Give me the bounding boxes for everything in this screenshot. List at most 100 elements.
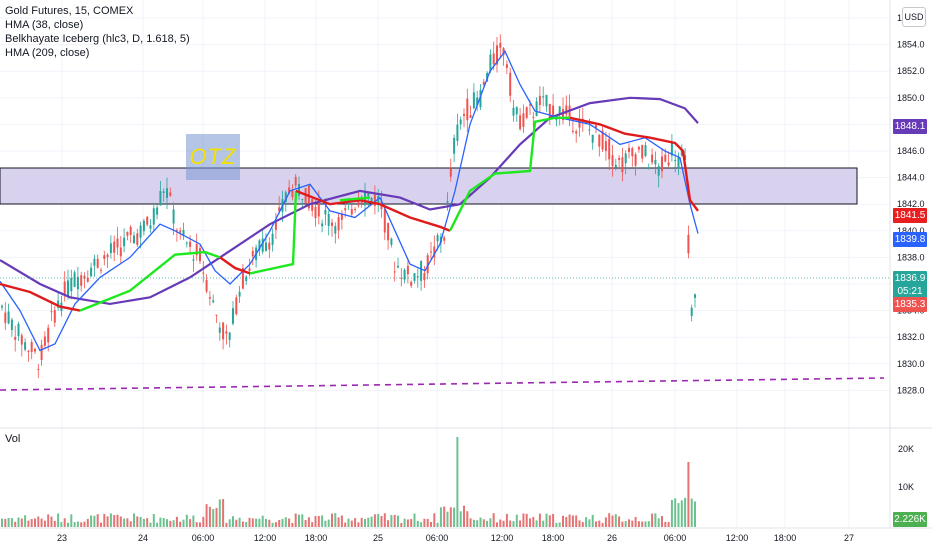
- candle-body: [146, 216, 149, 225]
- volume-bar: [370, 516, 373, 527]
- candle-body: [172, 209, 175, 224]
- candle-body: [340, 213, 343, 220]
- volume-bar: [694, 501, 696, 527]
- volume-bar: [96, 514, 99, 527]
- price-tick: 1846.0: [897, 146, 925, 156]
- legend-symbol[interactable]: Gold Futures, 15, COMEX: [5, 5, 134, 17]
- legend-indicator-hma209[interactable]: HMA (209, close): [5, 47, 90, 59]
- volume-bar: [152, 513, 155, 527]
- volume-bar: [393, 514, 396, 527]
- volume-bar: [301, 514, 304, 527]
- legend-indicator-iceberg[interactable]: Belkhayate Iceberg (hlc3, D, 1.618, 5): [5, 33, 190, 45]
- volume-bar: [70, 514, 73, 527]
- volume-bar: [367, 517, 370, 527]
- candle-body: [614, 164, 617, 168]
- time-tick: 12:00: [726, 533, 749, 543]
- volume-bar: [175, 516, 178, 527]
- price-axis[interactable]: 1856.01854.01852.01850.01848.01846.01844…: [897, 13, 925, 395]
- volume-pane-label[interactable]: Vol: [5, 433, 21, 445]
- candle-body: [631, 148, 634, 157]
- candle-body: [644, 145, 647, 156]
- candle-body: [70, 278, 73, 292]
- volume-bar: [571, 515, 574, 527]
- volume-bar: [57, 513, 60, 527]
- volume-axis[interactable]: 20K 10K: [898, 444, 914, 492]
- volume-bar: [690, 498, 693, 527]
- legend-indicator-hma38[interactable]: HMA (38, close): [5, 19, 84, 31]
- volume-bar: [334, 513, 337, 527]
- volume-bar: [307, 517, 310, 527]
- volume-bar: [502, 520, 505, 527]
- volume-bar: [439, 507, 442, 527]
- volume-bar: [413, 513, 416, 527]
- candle-body: [100, 269, 102, 271]
- volume-bar: [459, 511, 462, 527]
- candle-body: [152, 208, 155, 225]
- candle-body: [657, 166, 660, 176]
- candle-body: [133, 235, 135, 244]
- dashed-trendline[interactable]: [0, 377, 885, 391]
- iceberg-line[interactable]: [0, 116, 699, 312]
- zone-label[interactable]: OTZ: [186, 134, 240, 180]
- volume-bar: [482, 519, 485, 527]
- volume-bar: [588, 519, 591, 527]
- candle-body: [601, 130, 604, 150]
- candle-body: [34, 348, 36, 352]
- price-tick: 1840.0: [897, 226, 925, 236]
- bar-countdown-label: 05:21: [893, 284, 927, 299]
- volume-bar: [377, 513, 380, 527]
- volume-bar: [109, 513, 112, 527]
- candle-body: [641, 144, 644, 159]
- hma38-line[interactable]: [0, 50, 699, 352]
- volume-tick: 20K: [898, 444, 914, 454]
- candle-body: [317, 200, 320, 217]
- candle-body: [436, 235, 439, 242]
- volume-bar: [449, 507, 452, 527]
- candle-body: [228, 332, 231, 340]
- candle-body: [390, 238, 393, 245]
- candle-body: [535, 101, 538, 117]
- candle-body: [182, 229, 185, 236]
- volume-bar: [83, 521, 86, 527]
- resistance-zone[interactable]: [0, 167, 858, 205]
- volume-bar: [169, 520, 172, 527]
- time-tick: 26: [607, 533, 617, 543]
- volume-bar: [133, 513, 135, 527]
- candle-body: [588, 129, 591, 131]
- hma209-line[interactable]: [0, 96, 699, 306]
- volume-bar: [647, 521, 650, 527]
- candle-body: [73, 272, 76, 287]
- volume-bar: [644, 521, 647, 527]
- volume-bar: [515, 514, 518, 527]
- volume-bar: [601, 522, 604, 527]
- volume-bar: [562, 515, 564, 527]
- volume-bar: [34, 518, 36, 527]
- time-tick: 06:00: [192, 533, 215, 543]
- volume-bar: [179, 521, 182, 527]
- currency-button[interactable]: USD: [902, 7, 926, 27]
- candle-body: [492, 53, 495, 65]
- volume-bar: [202, 516, 205, 527]
- candle-body: [552, 105, 555, 117]
- candle-body: [314, 206, 317, 218]
- candle-body: [109, 243, 112, 254]
- volume-bar: [251, 518, 254, 527]
- candle-body: [40, 344, 43, 360]
- candle-body: [469, 115, 472, 118]
- volume-bar: [119, 516, 122, 527]
- candle-body: [509, 72, 512, 96]
- volume-bar: [222, 499, 225, 527]
- candle-body: [47, 327, 50, 343]
- candle-body: [93, 258, 96, 266]
- candle-body: [430, 251, 432, 253]
- volume-bar: [505, 513, 508, 527]
- volume-bar: [591, 514, 594, 527]
- volume-bar: [443, 506, 446, 527]
- candle-body: [185, 242, 188, 244]
- candle-body: [225, 331, 228, 334]
- candle-body: [360, 202, 363, 204]
- volume-bar: [60, 522, 63, 527]
- time-axis[interactable]: 23 24 06:00 12:00 18:00 25 06:00 12:00 18:00 26 06…: [57, 533, 854, 543]
- price-tick: 1828.0: [897, 385, 925, 395]
